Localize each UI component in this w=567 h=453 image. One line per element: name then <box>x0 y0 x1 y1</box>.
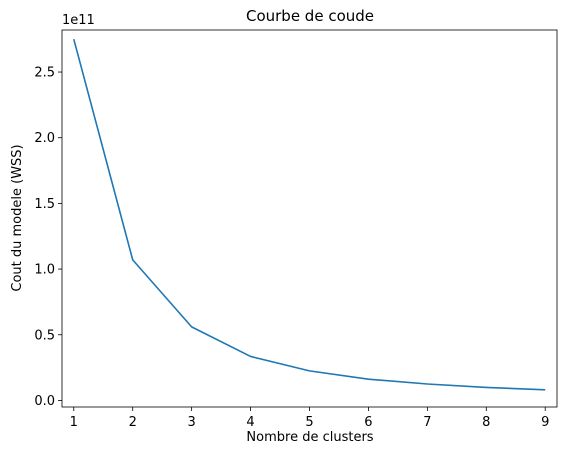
x-tick-label: 4 <box>246 415 254 430</box>
chart-title: Courbe de coude <box>246 7 374 25</box>
x-tick-label: 2 <box>129 415 137 430</box>
x-tick-label: 3 <box>188 415 196 430</box>
series-group <box>73 38 546 391</box>
plot-frame <box>61 29 558 408</box>
y-tick-label: 0.5 <box>34 328 55 343</box>
y-tick-label: 0.0 <box>34 394 55 409</box>
y-tick-label: 1.0 <box>34 263 55 278</box>
y-axis-ticks: 0.0 0.5 1.0 1.5 2.0 2.5 <box>34 66 62 409</box>
x-tick-label: 9 <box>541 415 549 430</box>
x-axis-label: Nombre de clusters <box>246 430 373 445</box>
x-tick-label: 7 <box>423 415 431 430</box>
y-tick-label: 1.5 <box>34 197 55 212</box>
y-tick-label: 2.0 <box>34 131 55 146</box>
y-axis-label: Cout du modele (WSS) <box>10 144 25 291</box>
x-tick-label: 8 <box>482 415 490 430</box>
y-tick-label: 2.5 <box>34 66 55 81</box>
x-axis-ticks: 1 2 3 4 5 6 7 8 9 <box>70 407 549 430</box>
x-tick-label: 6 <box>364 415 372 430</box>
x-tick-label: 5 <box>305 415 313 430</box>
x-tick-label: 1 <box>70 415 78 430</box>
series-line <box>73 38 546 391</box>
y-axis-offset-label: 1e11 <box>62 13 95 28</box>
